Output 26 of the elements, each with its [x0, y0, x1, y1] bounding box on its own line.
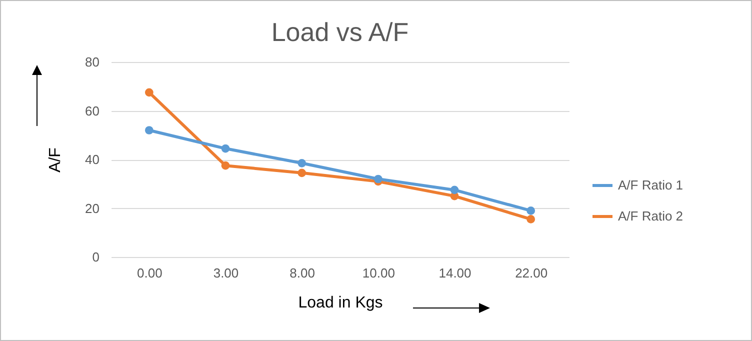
- point: [374, 174, 382, 184]
- y-axis-title: A/F: [47, 147, 64, 172]
- point: [298, 168, 306, 178]
- y-tick-label: 0: [92, 250, 100, 264]
- point: [526, 206, 536, 215]
- legend-label: A/F Ratio 2: [618, 208, 684, 224]
- point: [298, 158, 306, 168]
- x-tick-label: 3.00: [213, 266, 239, 280]
- point: [526, 215, 536, 224]
- x-tick-label: 8.00: [290, 266, 315, 280]
- y-tick-label: 80: [85, 54, 100, 70]
- point: [450, 186, 459, 194]
- x-tick-label: 22.00: [515, 266, 548, 280]
- x-tick-label: 10.00: [362, 266, 395, 280]
- x-axis-title: Load in Kgs: [298, 294, 383, 312]
- y-tick-label: 60: [85, 103, 100, 118]
- legend-label: A/F Ratio 1: [618, 178, 684, 192]
- point: [144, 88, 154, 97]
- y-tick-label: 20: [85, 200, 100, 216]
- point: [144, 126, 154, 134]
- point: [221, 161, 230, 170]
- point: [221, 144, 230, 153]
- x-tick-label: 0.00: [137, 266, 162, 280]
- chart-title: Load vs A/F: [271, 17, 409, 47]
- y-tick-label: 40: [85, 152, 100, 167]
- x-tick-label: 14.00: [438, 266, 472, 280]
